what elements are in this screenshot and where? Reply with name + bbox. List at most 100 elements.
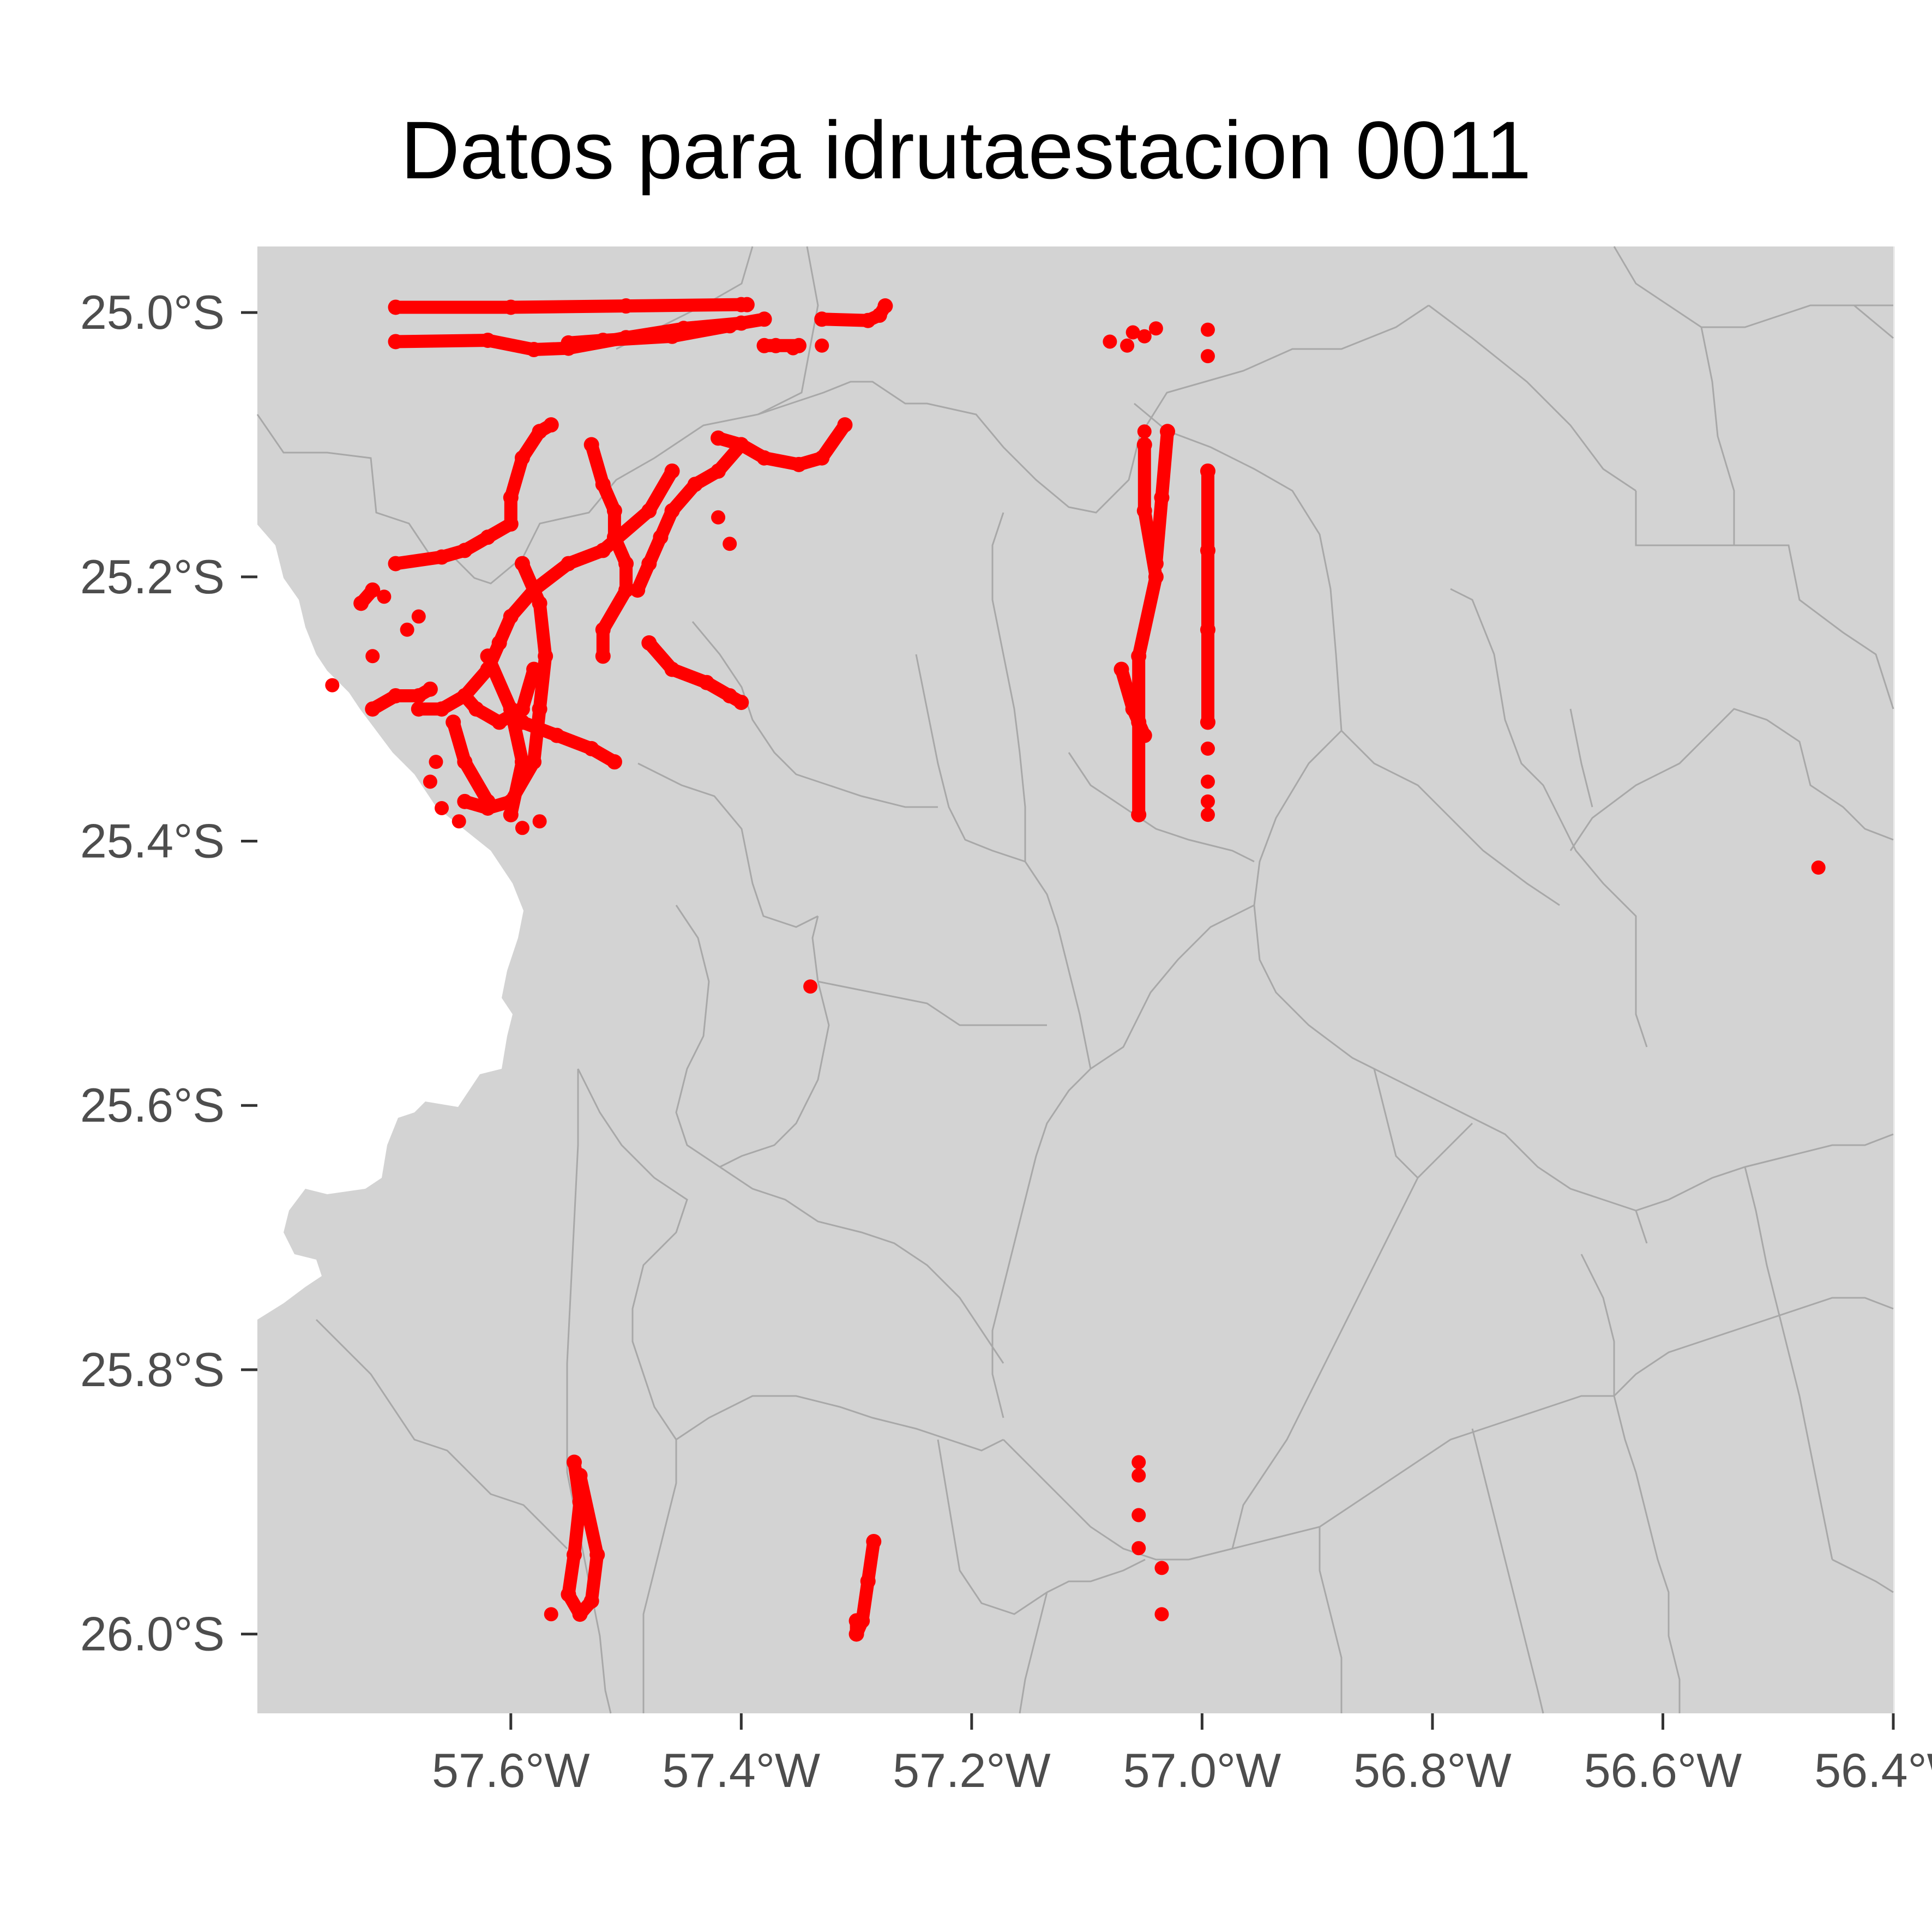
- x-tick-label: 57.0°W: [1123, 1743, 1281, 1797]
- data-point: [468, 701, 484, 717]
- data-point: [595, 648, 611, 664]
- data-point: [595, 477, 611, 492]
- data-point: [1160, 424, 1176, 440]
- data-point: [532, 701, 547, 717]
- data-point: [1154, 490, 1170, 505]
- boundary-line: [1319, 1527, 1343, 1713]
- y-tick-label: 25.0°S: [80, 285, 225, 339]
- data-point: [1137, 424, 1152, 439]
- boundary-line: [1569, 708, 1593, 808]
- data-point: [457, 754, 473, 770]
- data-point: [422, 681, 438, 697]
- boundary-line: [691, 621, 938, 808]
- boundary-line: [1700, 327, 1735, 545]
- boundary-line: [1569, 708, 1894, 851]
- boundary-line: [1635, 491, 1894, 709]
- data-point: [423, 774, 437, 789]
- data-point: [786, 341, 801, 356]
- data-point: [877, 298, 893, 314]
- data-point: [1200, 349, 1215, 364]
- y-tick-label: 25.2°S: [80, 550, 225, 604]
- data-point: [1131, 648, 1147, 664]
- data-point: [664, 463, 680, 479]
- data-point: [1148, 556, 1164, 571]
- boundary-line: [256, 246, 819, 585]
- data-point: [687, 477, 703, 492]
- data-point: [1154, 1561, 1169, 1575]
- data-point: [572, 1467, 588, 1483]
- axes: 25.0°S 25.2°S 25.4°S 25.6°S 25.8°S 26.0°S 57.6…: [80, 285, 1932, 1797]
- boundary-line: [991, 904, 1255, 1418]
- boundary-line: [637, 762, 818, 928]
- data-point: [733, 315, 749, 331]
- data-point: [1154, 1607, 1169, 1622]
- data-point: [618, 582, 634, 598]
- data-point: [526, 754, 542, 770]
- data-point: [515, 821, 529, 835]
- river-region: [257, 525, 523, 1320]
- data-point: [848, 1613, 864, 1629]
- data-point: [711, 430, 726, 446]
- data-point: [1114, 661, 1129, 677]
- data-point: [641, 635, 657, 651]
- data-point: [480, 529, 496, 545]
- data-point: [860, 312, 876, 328]
- x-tick-label: 56.6°W: [1584, 1743, 1742, 1797]
- boundary-line: [817, 980, 1047, 1026]
- data-point: [411, 609, 426, 624]
- data-point: [365, 701, 381, 717]
- data-point: [837, 417, 853, 433]
- data-point: [526, 342, 542, 358]
- landmass: [257, 246, 1893, 1713]
- data-point: [538, 648, 553, 664]
- data-point: [388, 556, 404, 571]
- data-point: [1200, 808, 1215, 822]
- data-point: [595, 543, 611, 558]
- data-point: [711, 510, 726, 525]
- data-point: [791, 456, 806, 472]
- data-point: [815, 338, 829, 353]
- data-point: [1131, 1455, 1146, 1470]
- data-point: [1200, 463, 1215, 479]
- boundary-line: [719, 916, 830, 1168]
- data-point: [641, 556, 657, 571]
- data-point: [814, 311, 830, 327]
- data-point: [595, 622, 611, 637]
- data-point: [566, 1547, 582, 1563]
- boundary-line: [642, 1440, 677, 1713]
- data-point: [1200, 794, 1215, 809]
- data-track: [389, 298, 754, 314]
- x-tick-label: 56.8°W: [1353, 1743, 1512, 1797]
- data-point: [1136, 503, 1152, 519]
- data-point: [814, 450, 830, 466]
- data-point: [653, 529, 669, 545]
- data-point: [435, 801, 449, 815]
- data-point: [532, 424, 547, 440]
- x-tick-label: 56.4°W: [1814, 1743, 1932, 1797]
- data-point: [589, 1547, 605, 1563]
- data-point: [411, 701, 426, 717]
- data-point: [480, 793, 496, 809]
- boundary-line: [991, 512, 1026, 862]
- data-point: [756, 338, 772, 353]
- data-point: [1103, 334, 1117, 349]
- data-point: [1120, 338, 1135, 353]
- data-point: [457, 793, 473, 809]
- data-point: [664, 661, 680, 677]
- data-point: [411, 688, 426, 703]
- data-point: [664, 503, 680, 519]
- data-point: [480, 648, 496, 664]
- data-point: [606, 754, 622, 770]
- data-point: [595, 333, 611, 348]
- data-point: [1200, 774, 1215, 789]
- data-track: [562, 319, 737, 350]
- data-point: [514, 701, 530, 717]
- data-point: [503, 516, 519, 532]
- boundary-line: [1450, 588, 1648, 1048]
- boundary-line: [566, 1069, 612, 1714]
- boundary-line: [577, 1068, 688, 1440]
- data-point: [1136, 437, 1152, 453]
- boundary-line: [676, 1395, 1004, 1452]
- data-point: [503, 807, 519, 823]
- data-point: [544, 1607, 558, 1622]
